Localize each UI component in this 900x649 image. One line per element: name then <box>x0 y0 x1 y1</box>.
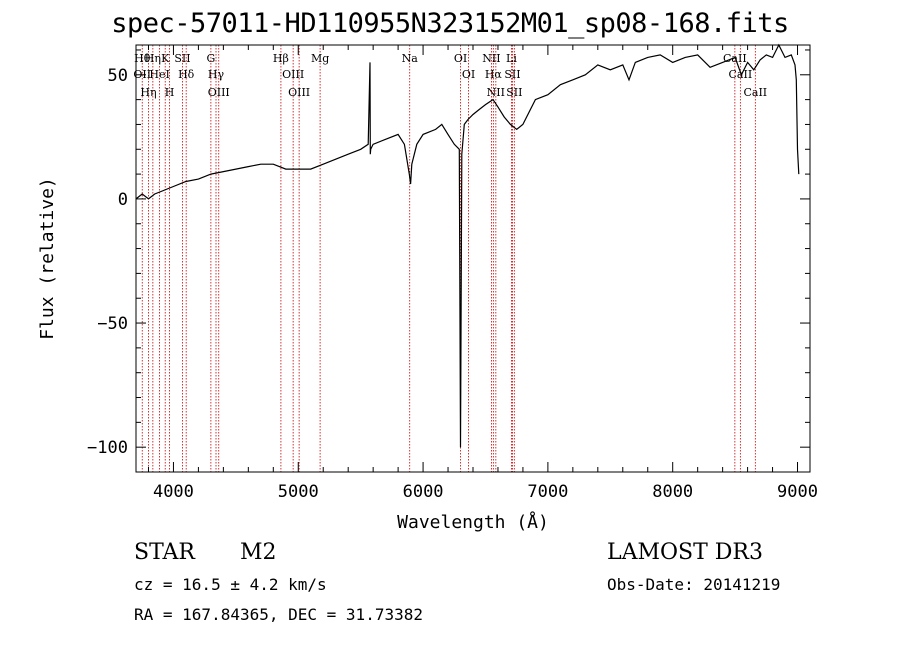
line-label: Hη <box>145 52 161 65</box>
x-tick-label: 9000 <box>777 482 818 502</box>
line-label: OII <box>133 68 151 81</box>
y-tick-label: −50 <box>97 314 128 334</box>
line-label: G <box>206 52 215 65</box>
y-tick-label: 0 <box>118 190 128 210</box>
line-label: HeI <box>149 68 169 81</box>
line-label: Na <box>402 52 419 65</box>
line-labels: Hθ OII Hη Hη HeI K H SII Hδ G Hγ OIII Hβ OIII OIII Mg Na… <box>133 52 767 99</box>
y-tick-label: −100 <box>87 438 128 458</box>
line-label: CaII <box>743 86 767 99</box>
survey-name: LAMOST DR3 <box>607 540 763 565</box>
line-label: K <box>161 52 170 65</box>
line-label: CaII <box>723 52 747 65</box>
object-subclass: M2 <box>240 540 277 565</box>
line-label: Li <box>506 52 517 65</box>
redshift-cz: cz = 16.5 ± 4.2 km/s <box>134 575 327 594</box>
line-label: SII <box>504 68 520 81</box>
line-label: Hη <box>140 86 156 99</box>
line-label: Hγ <box>208 68 225 81</box>
line-label: SII <box>506 86 522 99</box>
coordinates: RA = 167.84365, DEC = 31.73382 <box>134 605 423 624</box>
x-tick-label: 6000 <box>403 482 444 502</box>
x-axis-label: Wavelength (Å) <box>397 511 549 533</box>
object-class: STAR <box>134 540 195 565</box>
line-label: OIII <box>282 68 304 81</box>
x-tick-label: 5000 <box>278 482 319 502</box>
axis-ticks: 4000 5000 6000 7000 8000 9000 −100 −50 0 50 <box>87 45 818 502</box>
y-axis-label: Flux (relative) <box>37 177 58 340</box>
line-label: SII <box>174 52 190 65</box>
line-label: NII <box>487 86 505 99</box>
line-label: Hβ <box>273 52 289 65</box>
line-label: OI <box>454 52 467 65</box>
spectrum-line <box>135 43 800 448</box>
line-label: NII <box>482 52 500 65</box>
x-tick-label: 4000 <box>153 482 194 502</box>
line-label: Hδ <box>178 68 195 81</box>
line-label: CaII <box>729 68 753 81</box>
x-tick-label: 7000 <box>527 482 568 502</box>
line-label: Hθ <box>134 52 151 65</box>
line-label: OI <box>462 68 475 81</box>
line-label: OIII <box>288 86 310 99</box>
line-label: Hα <box>485 68 503 81</box>
obs-date: Obs-Date: 20141219 <box>607 575 781 594</box>
x-tick-label: 8000 <box>652 482 693 502</box>
chart-title: spec-57011-HD110955N323152M01_sp08-168.f… <box>111 8 789 39</box>
line-label: H <box>165 86 175 99</box>
line-label: Mg <box>311 52 329 65</box>
plot-frame <box>135 44 811 473</box>
line-label: OIII <box>208 86 230 99</box>
emission-line-markers <box>141 45 756 472</box>
y-tick-label: 50 <box>108 66 128 86</box>
